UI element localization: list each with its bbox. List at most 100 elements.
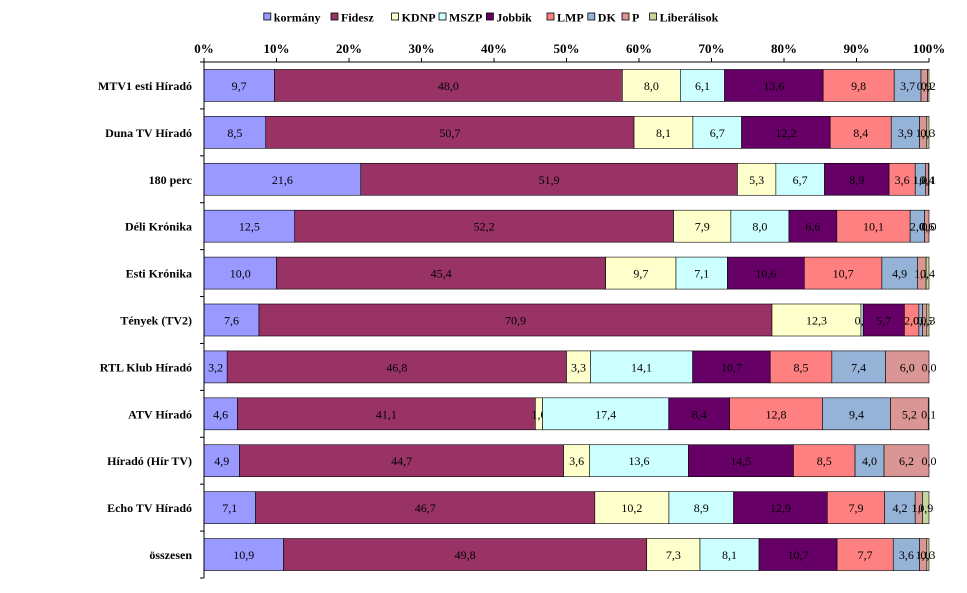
data-label: 46,7 (415, 501, 436, 515)
bar-segment-mszp (675, 256, 728, 290)
bar-segment-liberalisok (927, 162, 930, 196)
data-label: 12,2 (775, 126, 796, 140)
data-label: 8,5 (227, 126, 242, 140)
legend-swatch (621, 12, 630, 21)
data-label: 7,3 (666, 548, 681, 562)
data-label: 2,0 (904, 314, 919, 328)
x-tick-label: 90% (844, 41, 870, 56)
bar-row-atv-hirado: 4,6 41,1 1,0 17,4 8,4 12,8 9,4 5,2 0,1 (203, 397, 936, 431)
bar-segment-fidesz (237, 397, 536, 431)
bar-segment-kormany (203, 538, 284, 571)
data-label: 4,9 (214, 454, 229, 468)
bar-segment-lmp (822, 69, 895, 102)
bar-segment-fidesz (265, 116, 635, 149)
bar-segment-mszp (775, 162, 825, 196)
data-label: 4,6 (213, 407, 228, 421)
data-label: 3,6 (899, 548, 914, 562)
bar-segment-kdnp (673, 209, 732, 243)
data-label: 51,9 (539, 173, 560, 187)
axes (200, 61, 929, 579)
data-label: 6,1 (695, 79, 710, 93)
bar-segment-kormany (203, 162, 362, 196)
bar-segment-p (883, 444, 930, 478)
category-label: Duna TV Híradó (105, 126, 192, 140)
data-label: 2,0 (910, 220, 925, 234)
data-label: 0,0 (922, 360, 937, 374)
bar-segment-kormany (203, 397, 238, 431)
x-tick-label: 50% (554, 41, 580, 56)
legend-swatch (391, 12, 400, 21)
bar-segment-dk (854, 444, 885, 478)
data-label: 46,8 (386, 360, 407, 374)
bar-segment-jobbik (824, 162, 890, 196)
bar-segment-dk (893, 69, 922, 102)
bar-segment-fidesz (274, 69, 623, 102)
data-label: 8,0 (752, 220, 767, 234)
bar-segment-kormany (203, 69, 275, 102)
data-label: 4,0 (862, 454, 877, 468)
bar-segment-p (885, 350, 930, 384)
bar-segment-kdnp (633, 116, 694, 149)
bar-segment-lmp (888, 162, 916, 196)
data-label: 3,3 (571, 360, 586, 374)
data-label: 7,1 (694, 267, 709, 281)
category-label: Esti Krónika (126, 267, 192, 281)
data-label: 14,5 (730, 454, 751, 468)
legend-label: KDNP (402, 11, 436, 25)
data-label: 1,2 (914, 267, 929, 281)
data-label: 48,0 (438, 79, 459, 93)
data-label: 8,1 (656, 126, 671, 140)
data-label: 6,7 (793, 173, 808, 187)
bar-segment-jobbik (724, 69, 824, 102)
legend-label: P (632, 11, 639, 25)
x-tick-label: 60% (626, 41, 652, 56)
legend-item-dk: DK (587, 11, 616, 25)
x-tick-label: 100% (913, 41, 946, 56)
bar-row-osszesen: 10,9 49,8 7,3 8,1 10,7 7,7 3,6 1,00,3 (203, 538, 935, 571)
category-label: MTV1 esti Híradó (98, 79, 192, 93)
data-label: 10,9 (233, 548, 254, 562)
legend-item-p: P (621, 11, 639, 25)
bar-segment-jobbik (741, 116, 831, 149)
bar-segment-kdnp (594, 491, 670, 524)
data-label: 5,3 (749, 173, 764, 187)
bar-segment-lmp (836, 538, 894, 571)
data-label: 4,2 (892, 501, 907, 515)
data-label: 10,1 (863, 220, 884, 234)
bar-segment-jobbik (733, 491, 828, 524)
data-label: 6,6 (805, 220, 820, 234)
legend-swatch (546, 12, 555, 21)
data-label: 0,1 (921, 407, 936, 421)
bar-segment-mszp (680, 69, 725, 102)
bar-segment-mszp (590, 350, 693, 384)
bar-segment-jobbik (758, 538, 838, 571)
bar-segment-fidesz (360, 162, 738, 196)
legend-label: MSZP (449, 11, 482, 25)
data-label: 0,1 (921, 173, 936, 187)
data-label: 7,7 (858, 548, 873, 562)
bar-segment-fidesz (283, 538, 648, 571)
bar-segment-liberalisok (926, 116, 930, 149)
data-label: 0,4 (920, 267, 935, 281)
data-label: 6,0 (900, 360, 915, 374)
data-label: 0,0 (922, 454, 937, 468)
data-label: 12,9 (770, 501, 791, 515)
bar-segment-jobbik (668, 397, 730, 431)
legend-item-kormany: kormány (263, 11, 321, 25)
bar-segment-jobbik (692, 350, 771, 384)
legend-swatch (485, 12, 494, 21)
legend-label: Jobbik (496, 11, 532, 25)
legend-label: kormány (274, 11, 321, 25)
bar-segment-kormany (203, 491, 256, 524)
data-label: 8,9 (849, 173, 864, 187)
category-label: Déli Krónika (125, 220, 192, 234)
bar-segment-mszp (699, 538, 760, 571)
data-label: 17,4 (595, 407, 616, 421)
data-label: 10,2 (621, 501, 642, 515)
bar-segment-lmp (826, 491, 885, 524)
bar-segment-liberalisok (926, 538, 930, 571)
data-label: 8,5 (817, 454, 832, 468)
bars: 9,7 48,0 8,0 6,1 13,6 9,8 3,7 0,9 0,2 8,5 50,7 8,1 6… (203, 69, 937, 571)
bar-segment-fidesz (226, 350, 567, 384)
bar-segment-kdnp (737, 162, 777, 196)
